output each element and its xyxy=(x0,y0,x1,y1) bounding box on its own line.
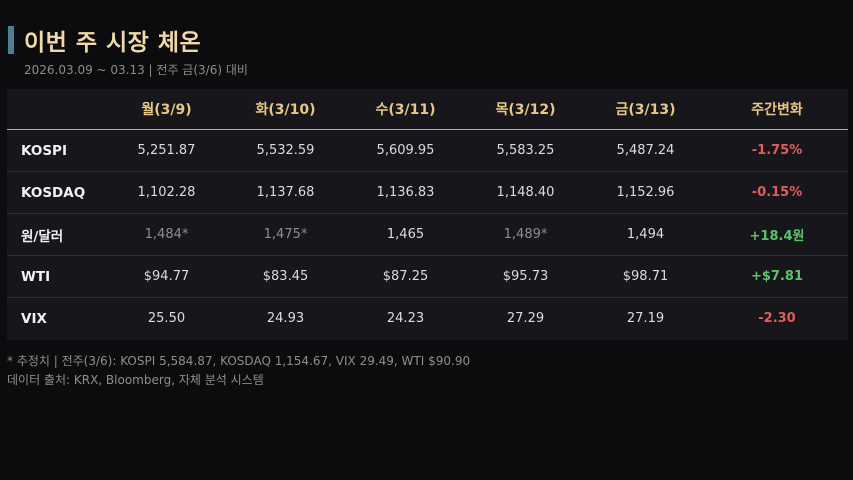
table-row: WTI $94.77 $83.45 $87.25 $95.73 $98.71 +$7.81 xyxy=(7,255,848,298)
market-table-panel: 월(3/9) 화(3/10) 수(3/11) 목(3/12) 금(3/13) 주… xyxy=(7,89,848,340)
weekly-change-cell: +$7.81 xyxy=(706,255,848,298)
weekly-change-cell: -2.30 xyxy=(706,297,848,339)
table-cell: 1,102.28 xyxy=(107,171,226,214)
table-cell: 1,489* xyxy=(466,213,585,256)
column-header-mon: 월(3/9) xyxy=(107,89,226,130)
table-cell: 5,532.59 xyxy=(256,143,315,158)
table-cell: 1,484* xyxy=(107,213,226,256)
table-cell: 1,148.40 xyxy=(466,171,585,214)
market-table: 월(3/9) 화(3/10) 수(3/11) 목(3/12) 금(3/13) 주… xyxy=(7,89,848,339)
table-cell: 5,583.25 xyxy=(496,143,555,158)
table-cell: $95.73 xyxy=(466,255,585,298)
table-row: VIX 25.50 24.93 24.23 27.29 27.19 -2.30 xyxy=(7,297,848,339)
table-cell: 25.50 xyxy=(107,297,226,339)
footnote-source: 데이터 출처: KRX, Bloomberg, 자체 분석 시스템 xyxy=(7,373,264,387)
table-cell: $87.25 xyxy=(345,255,466,298)
table-cell: 1,494 xyxy=(585,213,706,256)
table-cell: 1,137.68 xyxy=(226,171,345,214)
title-accent-bar xyxy=(8,26,14,54)
date-range-subtitle: 2026.03.09 ~ 03.13 | 전주 금(3/6) 대비 xyxy=(24,63,248,77)
row-label: WTI xyxy=(7,255,107,298)
table-cell: 1,152.96 xyxy=(585,171,706,214)
table-cell: 1,465 xyxy=(345,213,466,256)
table-cell: 5,609.95 xyxy=(376,143,435,158)
page-title: 이번 주 시장 체온 xyxy=(24,30,202,56)
column-header-weekly-change: 주간변화 xyxy=(706,89,848,130)
table-header-row: 월(3/9) 화(3/10) 수(3/11) 목(3/12) 금(3/13) 주… xyxy=(7,89,848,130)
table-cell: 27.19 xyxy=(585,297,706,339)
table-cell: 5,251.87 xyxy=(137,143,196,158)
row-label: KOSDAQ xyxy=(7,171,107,214)
weekly-change-cell: -1.75% xyxy=(751,143,803,158)
table-row: KOSPI 5,251.87 5,532.59 5,609.95 5,583.25 5,4… xyxy=(7,130,848,172)
footnote-estimate: * 추정치 | 전주(3/6): KOSPI 5,584.87, KOSDAQ … xyxy=(7,354,471,368)
table-cell: 27.29 xyxy=(466,297,585,339)
column-header-fri: 금(3/13) xyxy=(585,89,706,130)
column-header-wed: 수(3/11) xyxy=(345,89,466,130)
column-header-thu: 목(3/12) xyxy=(466,89,585,130)
table-row: KOSDAQ 1,102.28 1,137.68 1,136.83 1,148.40 1,… xyxy=(7,171,848,214)
row-label: VIX xyxy=(7,297,107,339)
weekly-change-cell: -0.15% xyxy=(706,171,848,214)
row-label: KOSPI xyxy=(21,142,67,159)
table-cell: $98.71 xyxy=(585,255,706,298)
table-cell: 24.23 xyxy=(345,297,466,339)
table-cell: 1,475* xyxy=(226,213,345,256)
weekly-change-cell: +18.4원 xyxy=(706,213,848,256)
table-cell: 24.93 xyxy=(226,297,345,339)
table-cell: 5,487.24 xyxy=(616,143,675,158)
table-row: 원/달러 1,484* 1,475* 1,465 1,489* 1,494 +18.4원 xyxy=(7,213,848,256)
table-cell: 1,136.83 xyxy=(345,171,466,214)
table-cell: $83.45 xyxy=(226,255,345,298)
table-cell: $94.77 xyxy=(107,255,226,298)
title-block: 이번 주 시장 체온 xyxy=(8,25,202,56)
column-header-label xyxy=(7,89,107,130)
row-label: 원/달러 xyxy=(7,213,107,256)
column-header-tue: 화(3/10) xyxy=(226,89,345,130)
